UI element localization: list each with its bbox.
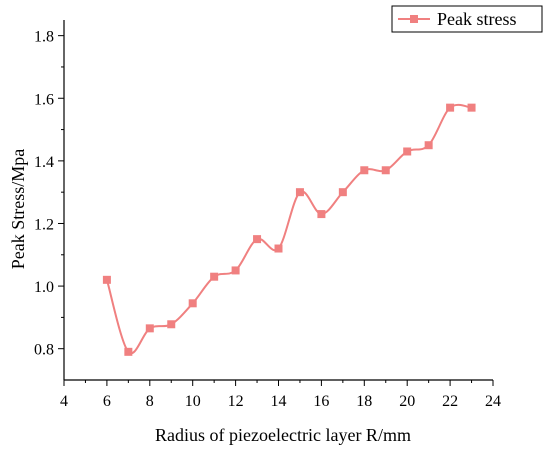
data-point-marker [446, 103, 455, 112]
data-point-marker [102, 275, 111, 284]
y-tick-label: 0.8 [34, 342, 54, 359]
y-tick-label: 1.0 [34, 279, 54, 296]
data-point-marker [295, 188, 304, 197]
data-point-marker [253, 235, 262, 244]
y-axis-title: Peak Stress/Mpa [8, 149, 28, 270]
data-point-marker [274, 244, 283, 253]
x-tick-label: 18 [356, 393, 372, 410]
y-tick-label: 1.8 [34, 29, 54, 46]
data-point-marker [467, 103, 476, 112]
x-tick-label: 22 [442, 393, 458, 410]
x-tick-label: 12 [228, 393, 244, 410]
axes [63, 20, 493, 381]
data-point-marker [338, 188, 347, 197]
data-point-marker [424, 141, 433, 150]
data-point-marker [360, 166, 369, 175]
legend: Peak stress [391, 5, 543, 33]
x-tick-label: 8 [146, 393, 154, 410]
data-point-marker [210, 272, 219, 281]
x-tick-label: 16 [313, 393, 329, 410]
data-point-marker [124, 347, 133, 356]
data-point-marker [317, 210, 326, 219]
x-tick-label: 4 [60, 393, 68, 410]
legend-label: Peak stress [437, 9, 517, 29]
y-tick-label: 1.2 [34, 216, 54, 233]
series-line-peak-stress [105, 103, 472, 355]
x-tick-label: 6 [103, 393, 111, 410]
y-tick-label: 1.6 [34, 91, 54, 108]
data-point-marker [167, 320, 176, 329]
x-tick-label: 14 [271, 393, 287, 410]
data-point-marker [188, 299, 197, 308]
legend-marker [410, 15, 418, 23]
x-tick-label: 10 [185, 393, 201, 410]
x-tick-label: 20 [399, 393, 415, 410]
x-axis-title: Radius of piezoelectric layer R/mm [155, 425, 411, 445]
data-point-marker [381, 166, 390, 175]
ticks: 4 6 8 10 12 14 16 18 20 22 24 0.8 1.0 1.2 1.4 1.6 1.8 [34, 29, 501, 410]
series [102, 103, 476, 356]
y-tick-label: 1.4 [34, 154, 54, 171]
data-point-marker [145, 324, 154, 333]
x-tick-label: 24 [485, 393, 501, 410]
data-point-marker [403, 147, 412, 156]
data-point-marker [231, 266, 240, 275]
